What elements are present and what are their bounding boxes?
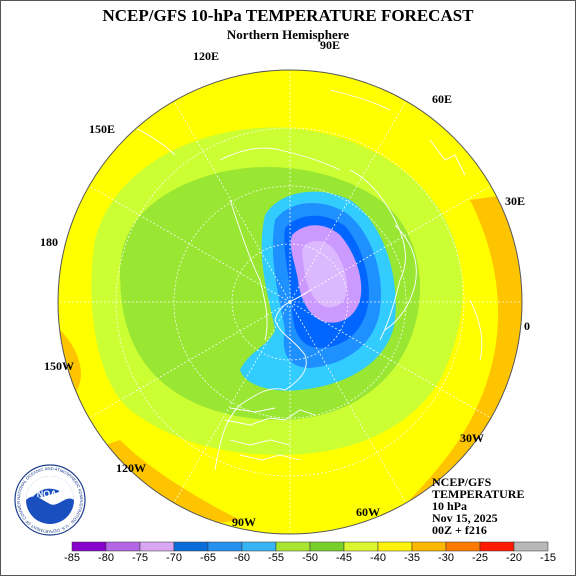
coastlines: [119, 89, 483, 471]
field-lavender: [302, 240, 347, 308]
colorbar-swatch: [71, 541, 107, 552]
lon-label-180: 180: [40, 235, 58, 249]
colorbar-label: -20: [506, 552, 522, 564]
lon-label-60w: 60W: [356, 505, 380, 519]
colorbar-label: -75: [132, 552, 148, 564]
colorbar-label: -25: [472, 552, 488, 564]
lon-label-90e: 90E: [320, 38, 341, 52]
colorbar-label: -50: [302, 552, 318, 564]
lon-label-60e: 60E: [432, 92, 453, 106]
lon-label-90w: 90W: [232, 515, 256, 529]
lon-label-30e: 30E: [505, 194, 526, 208]
info-level: 10 hPa: [432, 499, 468, 513]
map-outline: [57, 69, 523, 535]
colorbar-swatch: [343, 541, 379, 552]
lon-label-150e: 150E: [89, 122, 116, 136]
colorbar-swatch: [377, 541, 413, 552]
colorbar-label: -55: [268, 552, 284, 564]
colorbar-label: -85: [64, 552, 80, 564]
colorbar-swatch: [139, 541, 175, 552]
graticule: [58, 70, 522, 534]
colorbar-swatch: [479, 541, 515, 552]
colorbar-label: -60: [234, 552, 250, 564]
colorbar-swatch: [275, 541, 311, 552]
colorbar-swatch: [105, 541, 141, 552]
colorbar-label: -65: [200, 552, 216, 564]
colorbar-swatch: [241, 541, 277, 552]
colorbar-label: -80: [98, 552, 114, 564]
logo-text: NOAA: [37, 489, 64, 499]
lon-label-0: 0: [524, 319, 530, 333]
info-model: NCEP/GFS: [432, 475, 492, 489]
lon-label-120e: 120E: [193, 49, 220, 63]
map-title: NCEP/GFS 10-hPa TEMPERATURE FORECAST: [102, 6, 474, 25]
info-variable: TEMPERATURE: [432, 487, 525, 501]
colorbar-swatch: [411, 541, 447, 552]
lon-label-150w: 150W: [44, 359, 74, 373]
colorbar-label: -35: [404, 552, 420, 564]
colorbar-label: -40: [370, 552, 386, 564]
colorbar-label: -45: [336, 552, 352, 564]
colorbar-label: -15: [540, 552, 556, 564]
colorbar-labels: -85 -80 -75 -70 -65 -60 -55 -50 -45 -40 -35 -30 -25 -…: [64, 552, 556, 564]
info-date: Nov 15, 2025: [432, 511, 498, 525]
forecast-info: NCEP/GFS TEMPERATURE 10 hPa Nov 15, 2025…: [432, 476, 524, 536]
lon-label-30w: 30W: [460, 431, 484, 445]
colorbar-label: -30: [438, 552, 454, 564]
colorbar-swatch: [207, 541, 243, 552]
noaa-logo: NATIONAL OCEANIC AND ATMOSPHERIC ADMINIS…: [14, 464, 86, 536]
colorbar-label: -70: [166, 552, 182, 564]
colorbar-swatch: [513, 541, 549, 552]
colorbar-swatch: [309, 541, 345, 552]
colorbar-swatch: [445, 541, 481, 552]
info-run: 00Z + f216: [432, 523, 487, 537]
colorbar-swatch: [173, 541, 209, 552]
lon-label-120w: 120W: [116, 461, 146, 475]
colorbar-swatches: [71, 541, 549, 552]
map-subtitle: Northern Hemisphere: [226, 27, 350, 42]
